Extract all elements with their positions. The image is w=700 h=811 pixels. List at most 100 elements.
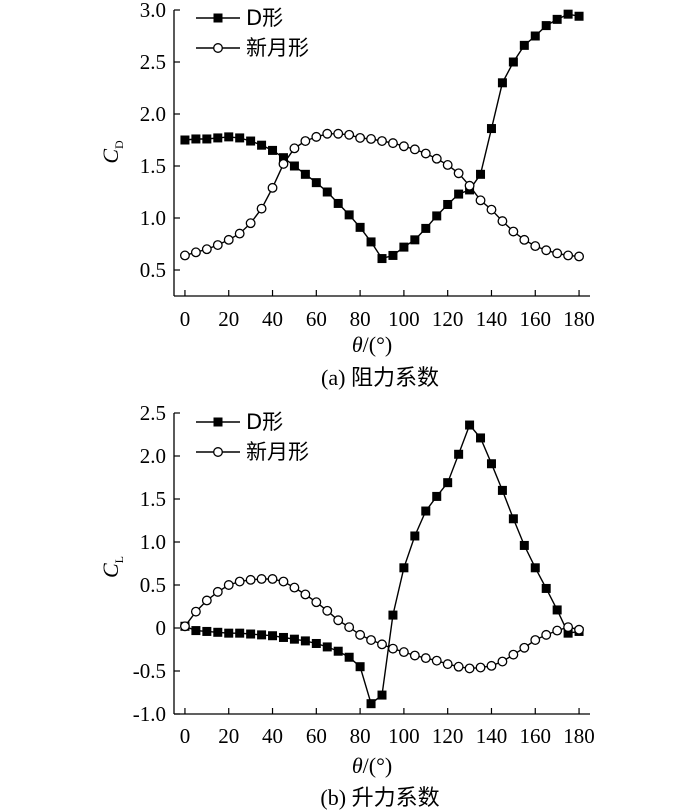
data-point-square	[344, 652, 354, 662]
data-point-square	[410, 531, 420, 541]
data-point-circle	[190, 247, 201, 258]
y-tick-label: -0.5	[133, 659, 166, 683]
data-point-square	[530, 563, 540, 573]
data-point-circle	[420, 653, 431, 664]
data-point-circle	[519, 234, 530, 245]
x-tick-label: 40	[262, 724, 283, 748]
y-tick-label: 2.0	[140, 102, 166, 126]
data-point-circle	[190, 606, 201, 617]
data-point-square	[355, 662, 365, 672]
data-point-square	[311, 178, 321, 188]
data-point-circle	[552, 625, 563, 636]
data-point-square	[311, 638, 321, 648]
data-point-square	[497, 485, 507, 495]
data-point-square	[213, 133, 223, 143]
data-point-circle	[355, 629, 366, 640]
x-tick-label: 120	[432, 724, 464, 748]
data-point-circle	[212, 240, 223, 250]
series-crescent	[179, 574, 585, 674]
chart-panel-b: -1.0 -0.5 0 0.5 1.0 1.5 2.0 2.5 0 20 40 60 80 100 120 1…	[98, 401, 595, 810]
data-point-square	[552, 605, 562, 615]
data-point-circle	[234, 576, 245, 587]
y-axis-title: CD	[98, 140, 126, 164]
data-point-circle	[333, 615, 344, 626]
y-axis-title: CL	[98, 556, 126, 578]
data-point-circle	[267, 182, 278, 193]
data-point-square	[486, 459, 496, 469]
data-point-circle	[300, 136, 311, 146]
y-axis-symbol: C	[98, 149, 123, 164]
data-point-square	[399, 242, 409, 252]
data-point-circle	[453, 168, 464, 179]
data-point-circle	[574, 251, 585, 262]
x-axis-symbol: θ	[352, 753, 363, 778]
series-crescent	[179, 128, 585, 262]
data-point-circle	[486, 204, 497, 215]
data-point-circle	[420, 148, 431, 159]
legend-label: D形	[246, 410, 283, 434]
legend-marker-square	[213, 13, 223, 23]
data-point-square	[388, 610, 398, 620]
data-point-circle	[366, 134, 377, 144]
y-tick-label: 0	[156, 616, 167, 640]
data-point-square	[574, 11, 584, 21]
data-point-square	[476, 169, 486, 179]
data-point-square	[268, 631, 278, 641]
x-tick-label: 20	[218, 724, 239, 748]
data-point-circle	[322, 128, 333, 139]
y-axis-subscript: L	[112, 556, 126, 563]
data-point-square	[377, 254, 387, 264]
data-point-circle	[223, 580, 234, 590]
data-point-square	[432, 211, 442, 221]
data-point-square	[268, 145, 278, 155]
data-point-square	[246, 136, 256, 146]
y-tick-label: -1.0	[133, 702, 166, 726]
data-point-circle	[223, 234, 234, 245]
data-point-circle	[508, 226, 519, 237]
data-point-circle	[409, 650, 420, 661]
x-tick-label: 40	[262, 307, 283, 331]
data-point-circle	[497, 656, 508, 667]
data-point-circle	[530, 635, 541, 645]
data-point-square	[443, 478, 453, 488]
data-point-circle	[497, 216, 508, 227]
data-point-circle	[267, 574, 278, 584]
data-point-square	[257, 630, 267, 640]
data-point-square	[235, 628, 245, 638]
data-point-circle	[311, 597, 322, 608]
data-point-square	[322, 187, 332, 197]
data-point-square	[366, 699, 376, 709]
data-point-square	[224, 628, 234, 638]
data-point-square	[355, 222, 365, 232]
legend-marker-square	[213, 417, 223, 427]
data-point-circle	[442, 160, 453, 170]
data-point-circle	[355, 132, 366, 143]
data-point-circle	[453, 661, 464, 672]
data-point-square	[410, 235, 420, 245]
x-tick-label: 80	[350, 724, 371, 748]
data-point-square	[541, 21, 551, 31]
data-point-square	[191, 626, 201, 636]
data-point-circle	[398, 141, 409, 152]
series-line	[184, 578, 580, 670]
y-tick-label: 2.5	[140, 50, 166, 74]
data-point-circle	[464, 663, 475, 674]
x-tick-label: 100	[388, 307, 420, 331]
data-point-circle	[563, 622, 574, 633]
series-d-shape	[180, 9, 584, 264]
series-d-shape	[180, 420, 584, 709]
data-point-square	[333, 198, 343, 208]
legend-marker-circle	[213, 43, 223, 53]
data-point-square	[552, 14, 562, 24]
data-point-square	[508, 57, 518, 67]
data-point-circle	[245, 218, 256, 229]
data-point-circle	[541, 245, 552, 256]
data-point-circle	[300, 589, 311, 600]
data-point-circle	[179, 250, 190, 261]
data-point-square	[421, 506, 431, 516]
data-point-square	[530, 31, 540, 41]
data-point-square	[191, 134, 201, 144]
data-point-circle	[519, 642, 530, 653]
y-tick-label: 1.5	[140, 154, 166, 178]
